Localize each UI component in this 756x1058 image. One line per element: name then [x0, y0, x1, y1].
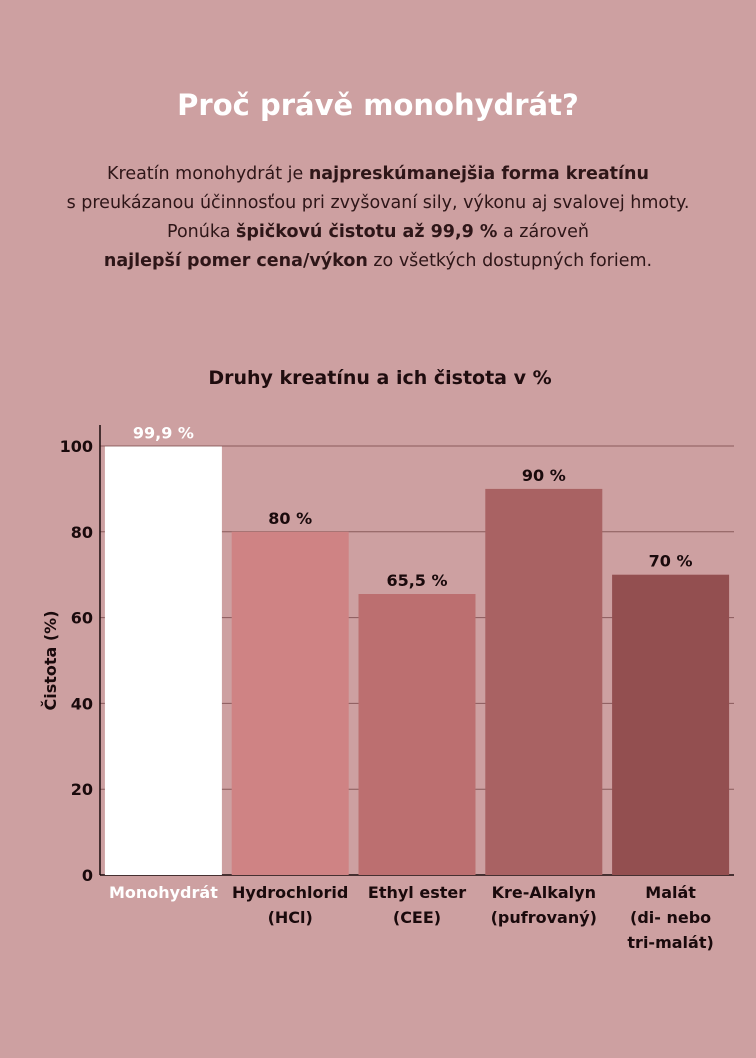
intro-line-1: Kreatín monohydrát je najpreskúmanejšia …	[20, 160, 736, 189]
intro-text-part: Kreatín monohydrát je	[107, 164, 309, 184]
x-tick-label: (CEE)	[393, 908, 441, 927]
bar-chart: 0 20 40 60 80 100 Čistota (%) 99,9 % Monohydrát 8…	[41, 423, 734, 952]
intro-text-part: zo všetkých dostupných foriem.	[367, 251, 653, 271]
headline: Proč právě monohydrát?	[177, 88, 579, 122]
y-tick-label: 20	[71, 780, 93, 799]
intro-line-3: Ponúka špičkovú čistotu až 99,9 % a záro…	[20, 218, 736, 247]
intro-emphasis: najlepší pomer cena/výkon	[103, 251, 368, 271]
x-tick-label: Ethyl ester	[368, 883, 466, 902]
y-axis-label: Čistota (%)	[41, 610, 60, 710]
y-tick-label: 100	[60, 437, 93, 456]
x-tick-label: (di- nebo	[630, 908, 711, 927]
intro-text: Kreatín monohydrát je najpreskúmanejšia …	[20, 160, 736, 276]
value-label: 65,5 %	[386, 571, 447, 590]
bar	[485, 488, 603, 875]
x-tick-label: (HCl)	[268, 908, 313, 927]
intro-text-part: Ponúka	[167, 222, 236, 242]
x-tick-label: (pufrovaný)	[491, 908, 597, 927]
value-label: 99,9 %	[133, 423, 194, 442]
x-tick-label: Monohydrát	[109, 883, 218, 902]
y-tick-label: 80	[71, 523, 93, 542]
value-label: 70 %	[649, 552, 693, 571]
y-tick-label: 0	[82, 866, 93, 885]
intro-text-part: a zároveň	[497, 222, 589, 242]
value-label: 90 %	[522, 466, 566, 485]
x-tick-label: Malát	[645, 883, 696, 902]
intro-emphasis: špičkovú čistotu až 99,9 %	[235, 222, 498, 242]
intro-line-2: s preukázanou účinnosťou pri zvyšovaní s…	[66, 193, 690, 213]
x-tick-label: tri-malát)	[627, 933, 713, 952]
x-tick-label: Hydrochlorid	[232, 883, 348, 902]
y-tick-label: 60	[71, 609, 93, 628]
intro-emphasis: najpreskúmanejšia forma kreatínu	[308, 164, 649, 184]
bar	[104, 446, 222, 875]
bar	[612, 574, 730, 875]
intro-line-4: najlepší pomer cena/výkon zo všetkých do…	[20, 247, 736, 276]
y-tick-label: 40	[71, 694, 93, 713]
bar	[358, 594, 476, 875]
bar	[231, 531, 349, 875]
x-tick-label: Kre-Alkalyn	[492, 883, 596, 902]
chart-title: Druhy kreatínu a ich čistota v %	[208, 367, 552, 389]
value-label: 80 %	[268, 509, 312, 528]
